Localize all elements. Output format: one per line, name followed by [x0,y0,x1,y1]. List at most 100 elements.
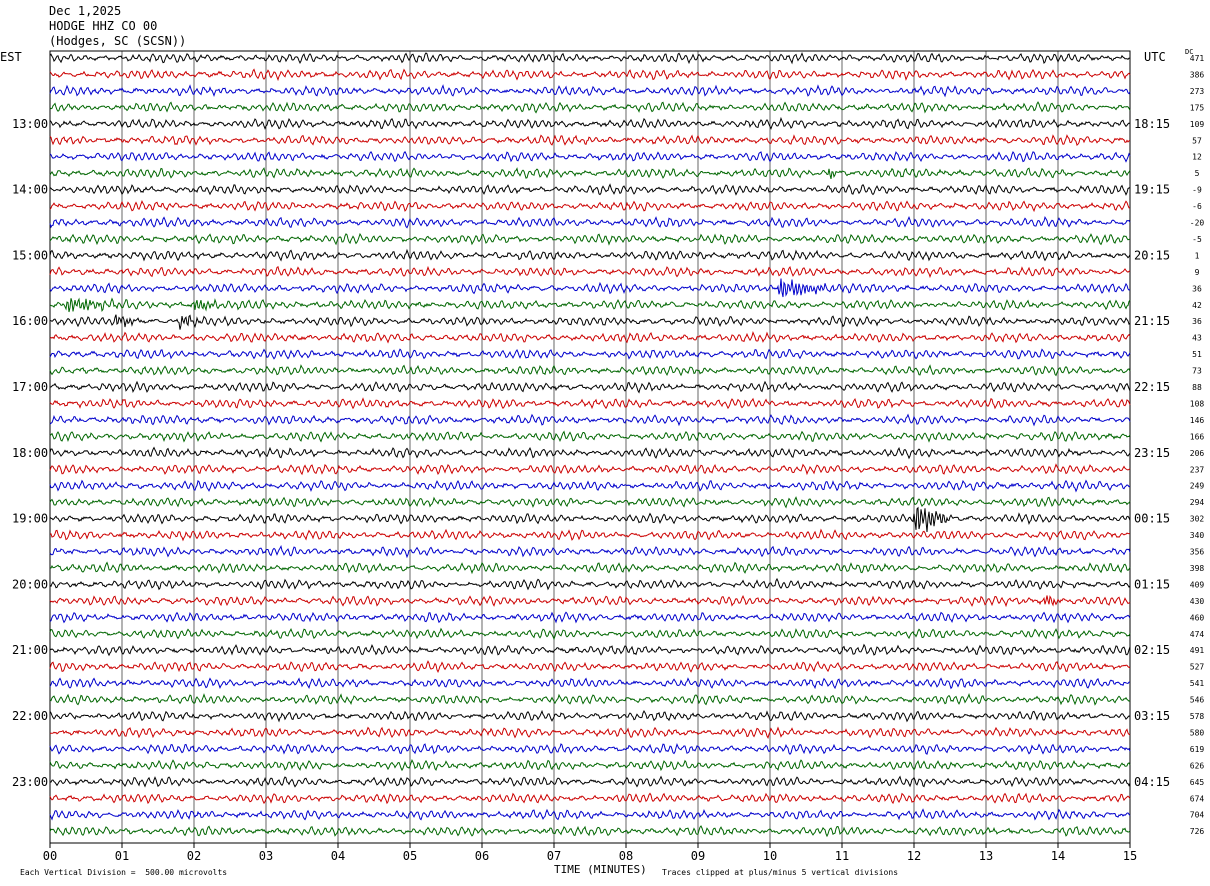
dc-offset-label: 626 [1190,761,1205,770]
trace-row [49,496,1131,509]
dc-offset-label: 36 [1192,284,1202,293]
dc-offset-label: -9 [1192,186,1202,195]
x-tick-label: 07 [547,849,561,863]
dc-offset-label: 5 [1195,169,1200,178]
header-location: (Hodges, SC (SCSN)) [49,34,187,48]
dc-offset-label: 409 [1190,580,1205,589]
dc-offset-label: 471 [1190,54,1205,63]
dc-offset-label: 109 [1190,120,1205,129]
trace-row [49,758,1131,772]
trace-row [49,265,1131,279]
trace-row [49,792,1131,805]
dc-offset-label: 386 [1190,70,1205,79]
hour-label-left: 13:00 [12,117,48,131]
trace-row [49,775,1131,788]
hour-label-right: 22:15 [1134,380,1170,394]
dc-offset-label: 237 [1190,465,1205,474]
right-timezone-label: UTC [1144,50,1166,64]
trace-row [49,561,1131,575]
dc-offset-label: 645 [1190,778,1205,787]
x-tick-label: 01 [115,849,129,863]
hour-label-left: 18:00 [12,446,48,460]
trace-row [49,314,1131,330]
hour-label-left: 20:00 [12,577,48,591]
hour-label-left: 15:00 [12,248,48,262]
trace-row [50,380,1131,394]
dc-offset-label: 73 [1192,367,1202,376]
trace-row [49,611,1131,624]
x-tick-label: 14 [1051,849,1065,863]
trace-row [49,627,1131,641]
dc-offset-label: 619 [1190,745,1205,754]
hour-label-right: 03:15 [1134,709,1170,723]
dc-offset-label: 398 [1190,564,1205,573]
trace-row [49,825,1131,838]
dc-offset-label: 12 [1192,153,1202,162]
dc-offset-label: 302 [1190,515,1205,524]
dc-offset-label: 9 [1195,268,1200,277]
trace-row [49,577,1131,591]
trace-row [50,297,1131,313]
dc-offset-label: 273 [1190,87,1205,96]
clip-note: Traces clipped at plus/minus 5 vertical … [662,868,899,877]
plot-frame [49,50,1131,844]
hour-label-right: 21:15 [1134,314,1170,328]
dc-offset-label: 674 [1190,794,1205,803]
header-station: HODGE HHZ CO 00 [49,19,158,33]
trace-row [49,278,1131,298]
hour-label-left: 22:00 [12,709,48,723]
dc-offset-label: 51 [1192,350,1202,359]
x-tick-label: 08 [619,849,633,863]
trace-row [49,134,1131,147]
dc-offset-label: 430 [1190,597,1205,606]
trace-row [49,232,1131,246]
hour-label-left: 14:00 [12,183,48,197]
dc-offset-label: 726 [1190,827,1205,836]
dc-offset-label: 42 [1192,301,1202,310]
dc-label: DC [1185,48,1194,56]
trace-row [49,68,1131,82]
trace-row [49,742,1131,756]
dc-offset-label: 249 [1190,482,1205,491]
hour-label-left: 16:00 [12,314,48,328]
dc-offset-label: -5 [1192,235,1202,244]
trace-row [49,528,1131,542]
x-tick-label: 10 [763,849,777,863]
hour-label-right: 01:15 [1134,577,1170,591]
trace-row [49,150,1131,163]
hour-label-right: 18:15 [1134,117,1170,131]
x-tick-label: 11 [835,849,849,863]
trace-row [49,167,1131,180]
x-tick-label: 00 [43,849,57,863]
trace-row [49,692,1131,706]
x-tick-label: 06 [475,849,489,863]
x-tick-label: 15 [1123,849,1137,863]
trace-row [49,348,1131,360]
x-tick-label: 03 [259,849,273,863]
dc-offset-label: 460 [1190,613,1205,622]
dc-offset-label: 146 [1190,416,1205,425]
dc-offset-label: 527 [1190,663,1205,672]
trace-row [49,84,1131,98]
trace-row [49,397,1131,410]
trace-row [49,726,1131,739]
hour-label-left: 17:00 [12,380,48,394]
dc-offset-label: 474 [1190,630,1205,639]
x-tick-label: 05 [403,849,417,863]
trace-row [49,364,1131,377]
dc-offset-label: 541 [1190,679,1205,688]
trace-row [49,709,1131,723]
dc-offset-label: 88 [1192,383,1202,392]
trace-row [49,183,1131,196]
trace-row [49,215,1131,229]
trace-row [49,545,1131,559]
hour-label-left: 21:00 [12,643,48,657]
dc-offset-label: 580 [1190,728,1205,737]
dc-offset-label: 704 [1190,811,1205,820]
hour-label-right: 04:15 [1134,775,1170,789]
trace-row [49,430,1131,443]
dc-offset-label: 546 [1190,696,1205,705]
dc-offset-label: 356 [1190,548,1205,557]
x-axis-label: TIME (MINUTES) [554,863,647,876]
